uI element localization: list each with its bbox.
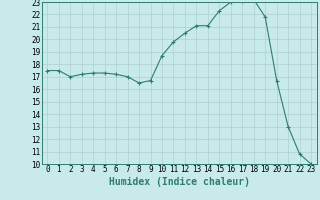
X-axis label: Humidex (Indice chaleur): Humidex (Indice chaleur) [109, 177, 250, 187]
